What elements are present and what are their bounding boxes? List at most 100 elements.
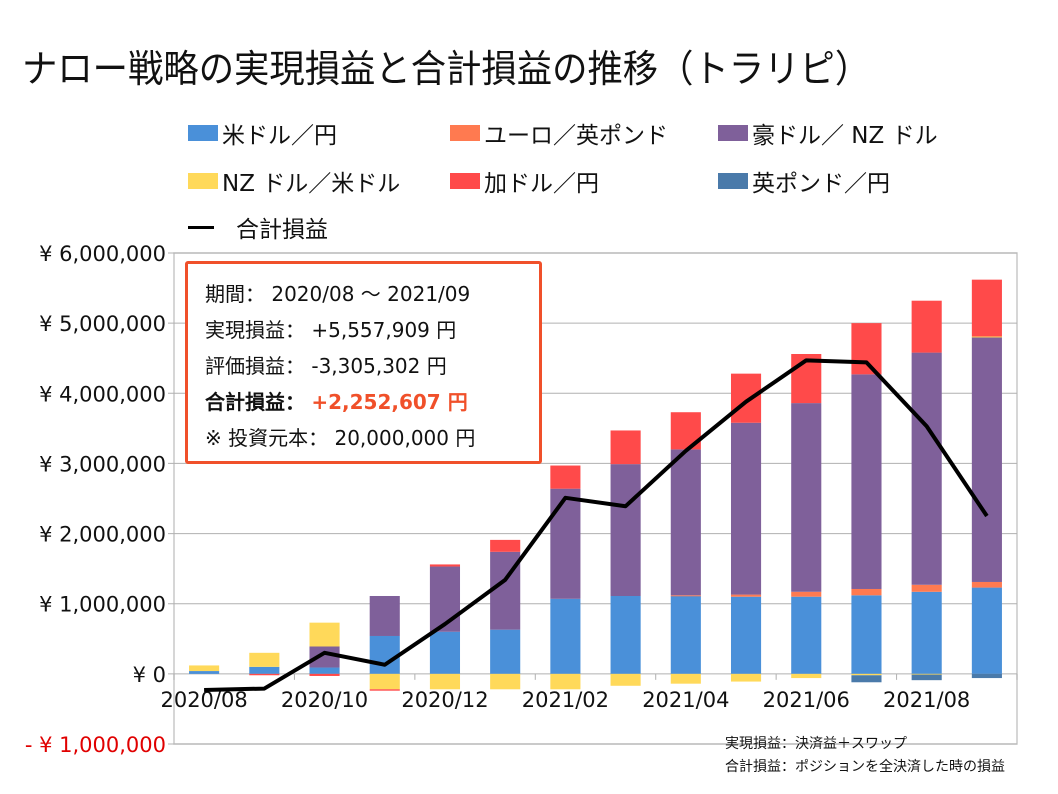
bar-segment	[971, 337, 1002, 582]
bar-segment	[670, 595, 701, 674]
bar-segment	[851, 595, 882, 674]
bar-segment	[490, 539, 521, 552]
x-tick-label: 2020/12	[401, 688, 488, 712]
bar-segment	[791, 403, 822, 592]
bar-segment	[851, 323, 882, 375]
bar-segment	[429, 564, 461, 567]
bar-segment	[189, 671, 220, 674]
y-tick-label: ¥ 5,000,000	[39, 312, 166, 336]
legend-label: NZ ドル／米ドル	[222, 171, 401, 197]
info-unrealized: 評価損益： -3,305,302 円	[205, 348, 539, 384]
info-unrealized-label: 評価損益：	[205, 354, 305, 378]
bar-segment	[911, 584, 942, 592]
legend-swatch	[450, 125, 480, 141]
x-tick-label: 2021/08	[883, 688, 970, 712]
bar-segment	[610, 464, 641, 596]
bar-segment	[730, 594, 762, 597]
x-axis-ticks: 2020/08 2020/10 2020/12 2021/02 2021/04 2021/…	[160, 673, 1018, 712]
y-tick-label: ¥ 4,000,000	[39, 382, 166, 406]
x-tick-label: 2020/08	[160, 688, 247, 712]
bar-segment	[369, 595, 400, 636]
bar-segment	[309, 673, 340, 676]
y-axis-ticks: - ¥ 1,000,000 ¥ 0 ¥ 1,000,000 ¥ 2,000,000 ¥ …	[25, 242, 166, 757]
footnote-total: 合計損益：ポジションを全決済した時の損益	[725, 759, 1005, 775]
total-line-group	[204, 358, 989, 692]
bar-segment	[670, 449, 701, 596]
legend-swatch	[718, 173, 748, 189]
legend-item-total: 合計損益	[188, 210, 328, 244]
bar-segment	[791, 591, 822, 597]
bar-segment	[971, 279, 1002, 337]
legend-label: 豪ドル／ NZ ドル	[752, 123, 938, 149]
bar-segment	[730, 422, 762, 595]
legend-item-eurgbp: ユーロ／英ポンド	[450, 116, 668, 150]
bar-segment	[490, 673, 521, 690]
info-total-label: 合計損益：	[205, 390, 305, 414]
bar-segment	[851, 673, 882, 676]
total-line	[204, 358, 989, 692]
bar-segment	[851, 675, 882, 683]
bar-segment	[369, 635, 400, 674]
x-tick-label: 2021/02	[522, 688, 609, 712]
bar-segment	[429, 631, 461, 674]
bar-segment	[309, 667, 340, 674]
bars	[189, 279, 1002, 691]
bar-segment	[730, 673, 762, 682]
legend-label: 加ドル／円	[484, 171, 599, 197]
bar-segment	[971, 581, 1002, 588]
bar-segment	[369, 689, 400, 691]
bar-segment	[911, 674, 942, 681]
bar-segment	[791, 673, 822, 679]
info-box: 期間： 2020/08 ～ 2021/09 実現損益： +5,557,909 円…	[185, 261, 542, 464]
chart-title: ナロー戦略の実現損益と合計損益の推移（トラリピ）	[22, 47, 871, 91]
bar-segment	[670, 673, 701, 684]
bar-segment	[911, 591, 942, 674]
y-tick-label: ¥ 3,000,000	[39, 452, 166, 476]
y-tick-label: - ¥ 1,000,000	[25, 733, 166, 757]
bar-segment	[429, 673, 461, 690]
footnote-realized: 実現損益：決済益＋スワップ	[725, 736, 907, 752]
legend-swatch	[450, 173, 480, 189]
y-tick-label: ¥ 1,000,000	[39, 593, 166, 617]
legend-label: 合計損益	[236, 217, 328, 243]
info-period-value: 2020/08 ～ 2021/09	[271, 282, 471, 306]
bar-segment	[369, 673, 400, 690]
bar-segment	[429, 566, 461, 632]
legend-swatch	[188, 173, 218, 189]
bar-segment	[550, 598, 581, 674]
info-total: 合計損益： +2,252,607 円	[205, 384, 539, 420]
y-tick-label: ¥ 2,000,000	[39, 523, 166, 547]
info-period: 期間： 2020/08 ～ 2021/09	[205, 276, 539, 312]
bar-segment	[550, 488, 581, 599]
legend-item-usdjpy: 米ドル／円	[188, 116, 337, 150]
info-principal-label: ※ 投資元本：	[205, 426, 329, 450]
y-tick-label: ¥ 0	[133, 663, 166, 687]
bar-segment	[610, 595, 641, 674]
bar-segment	[911, 673, 942, 675]
bar-segment	[550, 465, 581, 489]
bar-segment	[249, 673, 280, 676]
bar-segment	[971, 336, 1002, 338]
bar-segment	[911, 352, 942, 585]
legend-label: ユーロ／英ポンド	[484, 123, 668, 149]
info-principal: ※ 投資元本： 20,000,000 円	[205, 420, 539, 456]
y-tick-label: ¥ 6,000,000	[39, 242, 166, 266]
legend-item-audnzd: 豪ドル／ NZ ドル	[718, 116, 938, 150]
legend-label: 英ポンド／円	[752, 171, 890, 197]
legend-item-nzdusd: NZ ドル／米ドル	[188, 164, 400, 198]
bar-segment	[791, 596, 822, 674]
bar-segment	[670, 595, 701, 597]
bar-segment	[971, 587, 1002, 674]
x-tick-label: 2021/06	[763, 688, 850, 712]
info-realized-label: 実現損益：	[205, 318, 305, 342]
info-period-label: 期間：	[205, 282, 265, 306]
info-unrealized-value: -3,305,302 円	[311, 354, 447, 378]
legend-swatch	[718, 125, 748, 141]
bar-segment	[911, 300, 942, 353]
bar-segment	[971, 673, 1002, 679]
bar-segment	[730, 373, 762, 423]
legend-swatch	[188, 125, 218, 141]
legend-label: 米ドル／円	[222, 123, 337, 149]
bar-segment	[730, 596, 762, 674]
